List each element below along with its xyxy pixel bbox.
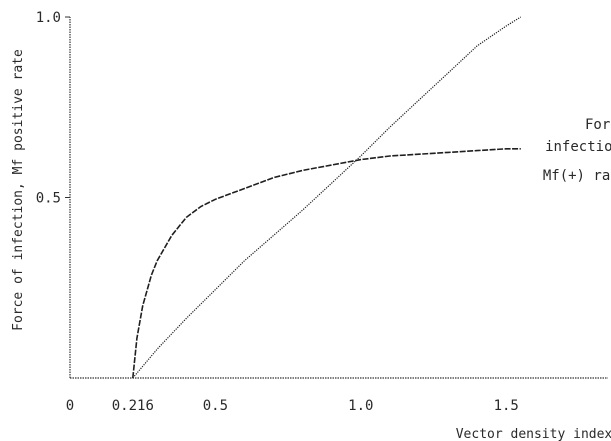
x-tick-label-4: 1.5 (494, 398, 519, 414)
series-line-force-of-infection (132, 16, 522, 379)
annotation-mf-line-1: Mf(+) rate (543, 168, 611, 184)
x-tick-label-1: 0.216 (112, 398, 154, 414)
y-axis-label: Force of infection, Mf positive rate (11, 49, 26, 331)
annotation-force-line-2: infection (545, 139, 611, 155)
x-tick-label-3: 1.0 (348, 398, 373, 414)
axes (69, 17, 608, 379)
annotation-mf-rate: Mf(+) rate (543, 168, 611, 184)
series-line-mf-rate (132, 148, 521, 379)
y-tick-label-0: 0.5 (36, 191, 61, 207)
series-group (132, 16, 522, 379)
annotation-force-of-infection: Force of (585, 117, 611, 133)
x-ticks: 0 0.216 0.5 1.0 1.5 (66, 398, 519, 414)
x-tick-label-0: 0 (66, 398, 74, 414)
annotation-force-of-infection-2: infection (545, 139, 611, 155)
x-tick-label-2: 0.5 (203, 398, 228, 414)
annotation-force-line-1: Force of (585, 117, 611, 133)
y-ticks: 0.5 1.0 (36, 10, 70, 207)
x-axis-label: Vector density index (456, 427, 611, 441)
y-tick-label-1: 1.0 (36, 10, 61, 26)
